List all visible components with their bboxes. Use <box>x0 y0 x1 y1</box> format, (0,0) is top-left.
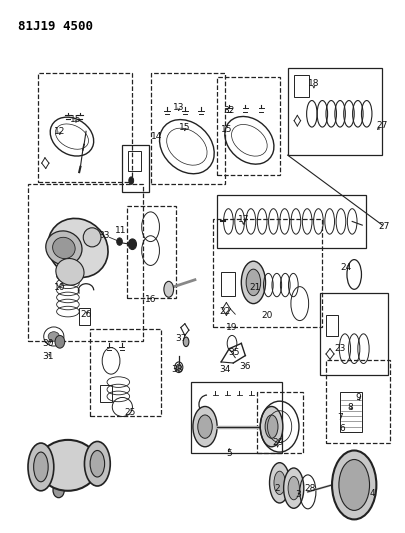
Ellipse shape <box>65 448 75 458</box>
Ellipse shape <box>245 269 260 296</box>
Bar <box>28 184 142 341</box>
Text: 4: 4 <box>369 489 374 498</box>
Bar <box>217 195 365 248</box>
Text: 22: 22 <box>219 307 230 316</box>
Text: 33: 33 <box>98 231 110 240</box>
Ellipse shape <box>34 452 48 482</box>
Bar <box>319 293 388 375</box>
Ellipse shape <box>269 463 289 503</box>
Text: 14: 14 <box>151 132 162 141</box>
Text: 1: 1 <box>39 461 45 470</box>
Ellipse shape <box>241 261 265 304</box>
Text: 31: 31 <box>42 352 53 361</box>
Ellipse shape <box>176 364 181 370</box>
Text: 17: 17 <box>237 215 248 224</box>
Bar <box>293 75 308 97</box>
Text: 25: 25 <box>124 408 136 417</box>
Ellipse shape <box>53 237 75 259</box>
Ellipse shape <box>53 483 64 498</box>
Ellipse shape <box>283 468 303 508</box>
Text: 18: 18 <box>307 79 319 88</box>
Text: 7: 7 <box>337 413 342 422</box>
Text: 5: 5 <box>226 449 232 458</box>
Bar <box>257 392 302 453</box>
Ellipse shape <box>56 259 84 285</box>
Text: 12: 12 <box>54 127 65 136</box>
Text: 23: 23 <box>334 344 345 353</box>
Bar <box>122 144 148 192</box>
Text: 10: 10 <box>54 283 66 292</box>
Bar <box>79 308 90 325</box>
Bar <box>325 316 337 336</box>
Text: 35: 35 <box>228 348 240 357</box>
Text: 11: 11 <box>114 226 126 235</box>
Bar <box>213 219 321 327</box>
Text: 38: 38 <box>171 366 182 374</box>
Ellipse shape <box>164 281 173 297</box>
Ellipse shape <box>28 443 54 491</box>
Ellipse shape <box>128 239 136 249</box>
Text: 19: 19 <box>225 323 237 332</box>
Ellipse shape <box>183 337 188 346</box>
Text: 27: 27 <box>378 222 389 231</box>
Ellipse shape <box>74 470 82 482</box>
Bar <box>325 360 390 442</box>
Text: 28: 28 <box>303 483 315 492</box>
Ellipse shape <box>273 471 285 495</box>
Ellipse shape <box>55 335 64 348</box>
Text: 29: 29 <box>271 438 283 447</box>
Bar <box>38 73 132 182</box>
Ellipse shape <box>128 177 133 184</box>
Ellipse shape <box>38 440 98 491</box>
Ellipse shape <box>331 450 375 520</box>
Ellipse shape <box>90 450 104 477</box>
Text: 37: 37 <box>175 334 186 343</box>
Bar <box>217 77 279 175</box>
Text: 6: 6 <box>339 424 344 433</box>
Text: 2: 2 <box>274 483 280 492</box>
Bar <box>287 68 382 155</box>
Ellipse shape <box>260 407 282 447</box>
Text: 13: 13 <box>173 103 184 112</box>
Ellipse shape <box>83 228 101 247</box>
Bar <box>127 151 141 171</box>
Ellipse shape <box>116 238 122 245</box>
Text: 15: 15 <box>179 123 190 132</box>
Bar <box>150 73 225 184</box>
Text: 9: 9 <box>354 393 360 402</box>
Text: 81J19 4500: 81J19 4500 <box>17 20 92 33</box>
Text: 24: 24 <box>340 263 351 272</box>
Bar <box>221 272 234 296</box>
Text: 15: 15 <box>70 115 81 124</box>
Ellipse shape <box>338 459 369 511</box>
Ellipse shape <box>197 415 212 438</box>
Ellipse shape <box>46 231 82 265</box>
Text: 30: 30 <box>42 339 53 348</box>
Bar <box>190 382 281 453</box>
Text: 27: 27 <box>376 122 387 131</box>
Text: 21: 21 <box>248 283 260 292</box>
Ellipse shape <box>84 441 110 486</box>
Text: 3: 3 <box>294 490 300 499</box>
Ellipse shape <box>48 219 108 278</box>
Text: 36: 36 <box>239 362 250 370</box>
Bar <box>90 328 160 416</box>
Text: 16: 16 <box>145 295 156 304</box>
Text: 8: 8 <box>346 402 352 411</box>
Ellipse shape <box>288 477 298 500</box>
Ellipse shape <box>192 407 217 447</box>
Bar <box>339 392 361 432</box>
Text: 20: 20 <box>261 311 273 320</box>
Ellipse shape <box>264 415 277 438</box>
Text: 15: 15 <box>221 125 232 134</box>
Ellipse shape <box>48 332 59 341</box>
Text: 32: 32 <box>223 106 234 115</box>
Bar <box>100 385 112 402</box>
Bar <box>127 206 175 298</box>
Text: 34: 34 <box>219 366 230 374</box>
Text: 26: 26 <box>80 310 92 319</box>
